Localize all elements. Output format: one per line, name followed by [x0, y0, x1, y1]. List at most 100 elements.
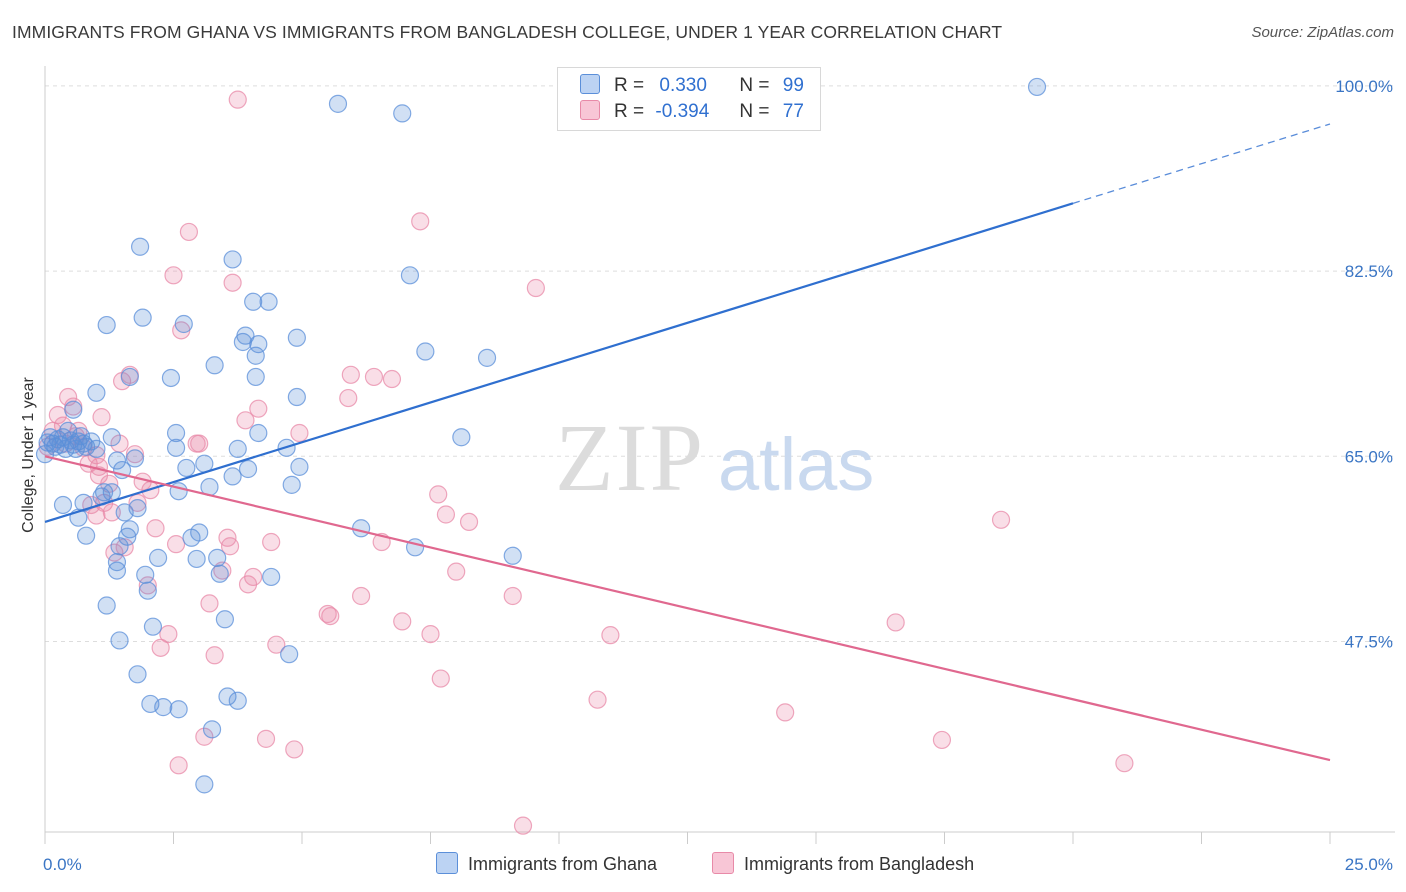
ghana-point	[174, 314, 193, 334]
ghana-r-value: 0.330	[659, 75, 707, 96]
ghana-point	[64, 400, 83, 419]
ghana-point	[177, 458, 196, 478]
bangladesh-point	[146, 519, 165, 538]
ghana-n-label: N =	[739, 75, 770, 96]
bottom-legend-bangladesh: Immigrants from Bangladesh	[712, 852, 974, 875]
ghana-point	[503, 546, 522, 565]
bangladesh-point	[236, 411, 255, 430]
ghana-point	[148, 548, 168, 567]
gridlines	[45, 85, 1395, 642]
watermark-zip: ZIP	[555, 404, 705, 511]
ghana-point	[169, 482, 188, 501]
bangladesh-point	[151, 638, 170, 657]
ghana-point	[187, 549, 206, 569]
bangladesh-point	[991, 510, 1011, 529]
bangladesh-point	[1115, 754, 1134, 773]
bangladesh-trend-line	[44, 455, 1331, 762]
bangladesh-point	[179, 222, 199, 242]
bangladesh-point	[164, 266, 183, 285]
bottom-bangladesh-label: Immigrants from Bangladesh	[744, 854, 975, 874]
legend-row-bangladesh: R = -0.394 N = 77	[580, 100, 804, 126]
bangladesh-point	[267, 635, 286, 654]
ghana-point	[352, 519, 371, 538]
ghana-r-label: R =	[614, 75, 645, 96]
ghana-point	[71, 427, 91, 446]
bangladesh-point	[318, 604, 337, 624]
bangladesh-swatch	[580, 100, 600, 120]
bangladesh-point	[431, 669, 450, 688]
chart-title: IMMIGRANTS FROM GHANA VS IMMIGRANTS FROM…	[12, 22, 1003, 42]
ghana-point	[125, 449, 145, 468]
bangladesh-point	[102, 503, 121, 522]
ghana-point	[166, 438, 186, 457]
ghana-point	[393, 104, 412, 123]
ghana-point	[87, 383, 106, 402]
ghana-point	[287, 328, 306, 347]
ghana-point	[169, 700, 188, 719]
ghana-swatch	[580, 74, 600, 94]
ghana-point	[130, 237, 150, 256]
y-tick-label: 100.0%	[1335, 77, 1393, 96]
y-tick-label: 47.5%	[1345, 633, 1393, 652]
zipatlas-watermark: ZIP atlas	[555, 404, 874, 511]
bangladesh-point	[411, 212, 430, 231]
bangladesh-point	[459, 512, 479, 532]
ghana-point	[328, 94, 348, 113]
bangladesh-r-value: -0.394	[655, 101, 710, 122]
bangladesh-point	[228, 90, 247, 109]
ghana-point	[1027, 77, 1047, 97]
y-axis-label: College, Under 1 year	[20, 377, 37, 533]
ghana-point	[228, 439, 247, 458]
ghana-point	[120, 520, 139, 539]
bangladesh-point	[321, 606, 340, 626]
y-tick-label: 82.5%	[1345, 262, 1393, 281]
bangladesh-n-value: 77	[782, 101, 804, 122]
ghana-point	[107, 561, 127, 580]
bangladesh-point	[364, 367, 384, 387]
bangladesh-point	[166, 535, 186, 554]
ghana-point	[120, 367, 139, 387]
y-tick-label: 65.0%	[1345, 447, 1393, 466]
bangladesh-point	[352, 586, 371, 606]
bangladesh-points	[38, 90, 1134, 835]
tick-labels: 47.5% 65.0% 82.5% 100.0% 0.0% 25.0%	[43, 77, 1393, 874]
bangladesh-point	[447, 562, 466, 581]
bangladesh-point	[205, 646, 224, 665]
ghana-point	[452, 428, 471, 447]
ghana-point	[287, 387, 306, 407]
ghana-point	[136, 565, 155, 584]
bangladesh-point	[285, 740, 304, 759]
ghana-point	[259, 292, 278, 311]
ghana-point	[290, 457, 309, 476]
ghana-point	[236, 326, 255, 345]
bangladesh-point	[776, 703, 795, 722]
bottom-bangladesh-swatch	[712, 852, 734, 874]
ghana-point	[223, 467, 242, 486]
ghana-point	[208, 548, 227, 567]
bangladesh-point	[195, 727, 214, 746]
ghana-point	[161, 368, 181, 388]
ghana-point	[154, 698, 173, 717]
ghana-point	[128, 665, 147, 684]
ghana-trend-extension	[1072, 123, 1331, 204]
x-tick-label: 25.0%	[1345, 855, 1393, 874]
legend-row-ghana: R = 0.330 N = 99	[580, 74, 804, 100]
trend-lines	[44, 123, 1331, 762]
bangladesh-point	[262, 532, 281, 552]
ghana-point	[246, 346, 265, 365]
ghana-point	[249, 335, 268, 354]
bangladesh-r-label: R =	[614, 101, 645, 122]
ghana-point	[280, 645, 299, 664]
ghana-point	[74, 493, 93, 512]
ghana-point	[195, 775, 214, 794]
ghana-trend-line	[44, 202, 1074, 523]
correlation-legend: R = 0.330 N = 99 R = -0.394 N = 77	[557, 67, 821, 131]
bangladesh-point	[526, 278, 545, 298]
ghana-point	[228, 691, 247, 710]
ghana-point	[215, 610, 234, 629]
ghana-point	[118, 527, 137, 546]
axes	[44, 66, 1395, 844]
ghana-point	[77, 526, 96, 545]
ghana-point	[210, 564, 229, 583]
ghana-point	[262, 567, 281, 587]
